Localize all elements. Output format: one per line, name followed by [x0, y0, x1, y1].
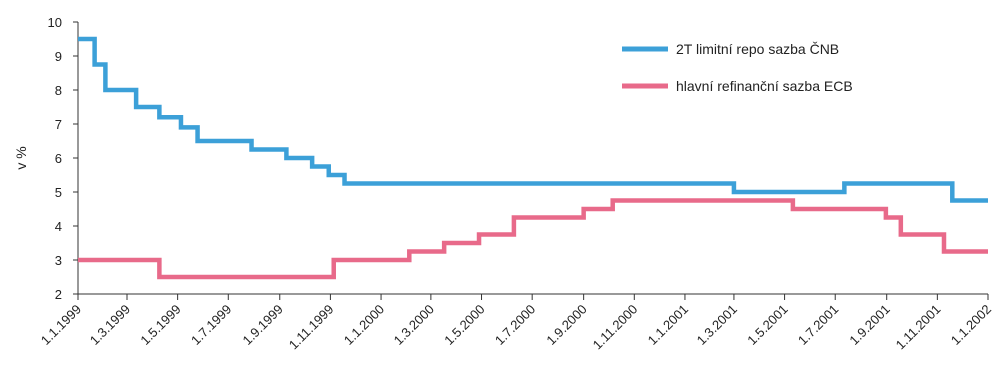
y-tick-label: 3 — [55, 253, 62, 268]
y-tick-label: 4 — [55, 219, 62, 234]
x-tick-label: 1.5.1999 — [137, 302, 183, 348]
x-tick-label: 1.7.2000 — [492, 302, 538, 348]
x-tick-label: 1.1.2002 — [948, 302, 994, 348]
x-tick-label: 1.9.1999 — [239, 302, 285, 348]
y-tick-label: 8 — [55, 83, 62, 98]
series-line-1 — [78, 36, 988, 203]
x-tick-label: 1.9.2000 — [543, 302, 589, 348]
x-tick-label: 1.5.2000 — [441, 302, 487, 348]
y-tick-label: 9 — [55, 49, 62, 64]
x-tick-label: 1.1.2001 — [645, 302, 691, 348]
y-tick-label: 10 — [48, 15, 62, 30]
series-line-2 — [78, 198, 988, 280]
x-tick-label: 1.3.2001 — [694, 302, 740, 348]
legend-label-1: 2T limitní repo sazba ČNB — [676, 41, 839, 57]
legend-label-2: hlavní refinanční sazba ECB — [676, 78, 853, 94]
x-tick-label: 1.1.1999 — [38, 302, 84, 348]
y-tick-label: 5 — [55, 185, 62, 200]
y-tick-label: 6 — [55, 151, 62, 166]
series-layer — [78, 36, 988, 280]
x-tick-label: 1.3.1999 — [87, 302, 133, 348]
x-tick-label: 1.7.2001 — [795, 302, 841, 348]
x-tick-label: 1.11.1999 — [286, 302, 337, 353]
y-tick-label: 2 — [55, 287, 62, 302]
x-tick-label: 1.11.2000 — [590, 302, 641, 353]
x-tick-label: 1.5.2001 — [744, 302, 790, 348]
x-tick-label: 1.1.2000 — [341, 302, 387, 348]
y-axis-title: v % — [13, 146, 29, 169]
x-tick-label: 1.9.2001 — [846, 302, 892, 348]
x-tick-label: 1.3.2000 — [391, 302, 437, 348]
y-tick-label: 7 — [55, 117, 62, 132]
legend: 2T limitní repo sazba ČNB hlavní refinanč… — [622, 41, 853, 94]
x-tick-label: 1.7.1999 — [188, 302, 234, 348]
x-tick-label: 1.11.2001 — [893, 302, 944, 353]
